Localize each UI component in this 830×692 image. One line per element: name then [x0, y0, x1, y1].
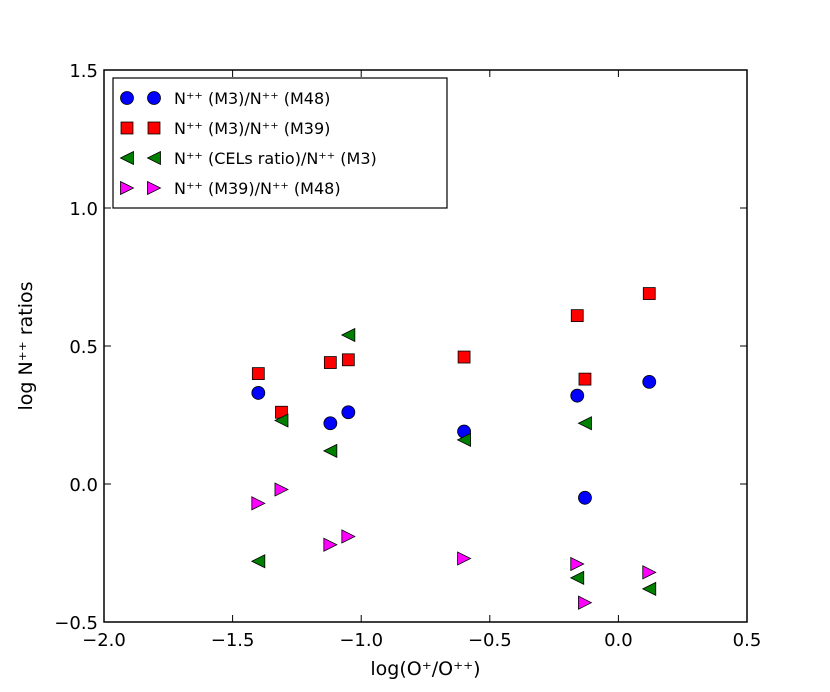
axis-ticks: −2.0 −1.5 −1.0 −0.5 0.0 0.5 −0.5 0.0 0.5 1.0 1.5 — [54, 61, 761, 651]
data-point-triangle-right — [642, 565, 657, 580]
legend-marker — [120, 180, 135, 196]
y-tick-label: 1.0 — [69, 199, 98, 220]
data-point-triangle-right — [323, 537, 338, 552]
x-tick-label: 0.5 — [733, 630, 762, 651]
data-point-triangle-left — [456, 432, 471, 447]
data-point-circle — [570, 388, 585, 403]
legend-marker — [119, 150, 134, 166]
x-tick-label: −2.0 — [82, 630, 126, 651]
data-point-triangle-left — [274, 413, 289, 428]
y-tick-label: 0.0 — [69, 475, 98, 496]
y-tick-label: 0.5 — [69, 337, 98, 358]
data-point-triangle-left — [641, 581, 657, 597]
data-point-square — [578, 372, 592, 386]
data-point-square — [457, 350, 471, 364]
legend-marker — [120, 121, 134, 135]
x-axis-label: log(O⁺/O⁺⁺) — [370, 658, 480, 680]
y-axis-label: log N⁺⁺ ratios — [15, 281, 37, 410]
legend-marker — [147, 121, 161, 135]
legend-label: N⁺⁺ (M3)/N⁺⁺ (M39) — [174, 119, 330, 138]
data-markers — [250, 287, 657, 610]
data-point-circle — [642, 374, 657, 389]
legend-label: N⁺⁺ (M39)/N⁺⁺ (M48) — [174, 179, 341, 198]
data-point-triangle-left — [322, 443, 338, 459]
data-point-triangle-left — [250, 554, 266, 569]
legend-label: N⁺⁺ (M3)/N⁺⁺ (M48) — [174, 89, 330, 108]
x-tick-label: 0.0 — [604, 630, 633, 651]
x-tick-label: −1.5 — [211, 630, 255, 651]
y-tick-label: −0.5 — [54, 613, 98, 634]
legend-marker — [147, 91, 161, 105]
y-tick-label: 1.5 — [69, 61, 98, 82]
data-point-triangle-right — [251, 496, 266, 511]
x-tick-label: −0.5 — [468, 630, 512, 651]
data-point-square — [642, 287, 656, 300]
legend-box — [112, 77, 448, 209]
legend: N⁺⁺ (M3)/N⁺⁺ (M48) N⁺⁺ (M3)/N⁺⁺ (M39) N⁺⁺ … — [112, 77, 448, 209]
data-point-circle — [251, 386, 266, 400]
data-point-triangle-left — [577, 416, 592, 431]
data-point-triangle-right — [457, 551, 472, 566]
data-point-triangle-left — [569, 570, 585, 585]
legend-marker — [147, 180, 162, 196]
x-tick-label: −1.0 — [339, 630, 383, 651]
data-point-square — [323, 356, 337, 369]
data-point-circle — [341, 405, 356, 420]
legend-marker — [120, 91, 134, 105]
data-point-square — [341, 353, 355, 367]
data-point-triangle-right — [274, 482, 289, 497]
data-point-circle — [578, 490, 592, 505]
data-point-triangle-right — [341, 529, 356, 544]
legend-marker — [146, 150, 161, 166]
legend-label: N⁺⁺ (CELs ratio)/N⁺⁺ (M3) — [174, 149, 377, 168]
data-point-triangle-right — [570, 556, 585, 572]
data-point-square — [251, 367, 265, 380]
data-point-triangle-left — [340, 327, 356, 343]
data-point-circle — [323, 416, 338, 431]
data-point-square — [570, 309, 584, 323]
data-point-triangle-right — [578, 595, 593, 610]
